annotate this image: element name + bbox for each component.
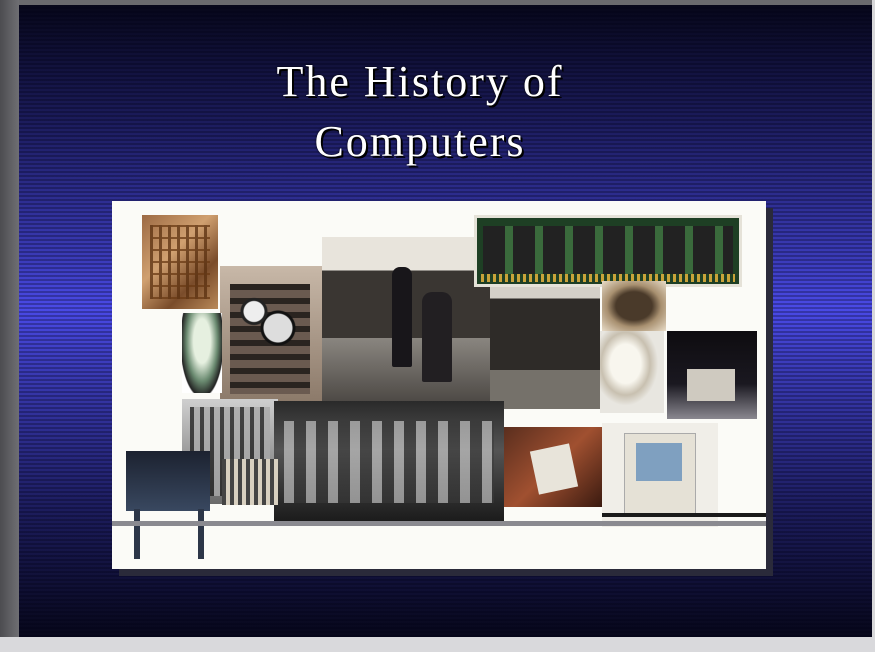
mainframe-cabinet-photo: [490, 279, 600, 409]
mainframe-operators-photo: [322, 237, 490, 405]
rack-photo: [222, 459, 278, 505]
intel-chip-tablet-photo: [504, 427, 602, 507]
relay-computer-photo: [220, 266, 322, 406]
bottom-border: [0, 637, 875, 652]
left-border: [0, 0, 19, 637]
macintosh-photo: [602, 423, 718, 527]
light-bulb-photo: [600, 331, 664, 413]
microchip-photo: [602, 281, 666, 331]
collage-divider-bar: [112, 521, 766, 526]
right-border: [872, 0, 875, 637]
collage-accent-bar: [602, 513, 766, 517]
univac-panel-photo: [274, 401, 504, 523]
personal-computer-photo: [667, 331, 757, 419]
difference-engine-photo: [142, 215, 218, 309]
memory-module-photo: [474, 215, 742, 287]
history-collage-image: [112, 201, 766, 569]
tabulating-machine-photo: [122, 449, 222, 561]
slide-title: The History of Computers: [276, 57, 564, 166]
vacuum-tube-photo: [182, 313, 222, 393]
